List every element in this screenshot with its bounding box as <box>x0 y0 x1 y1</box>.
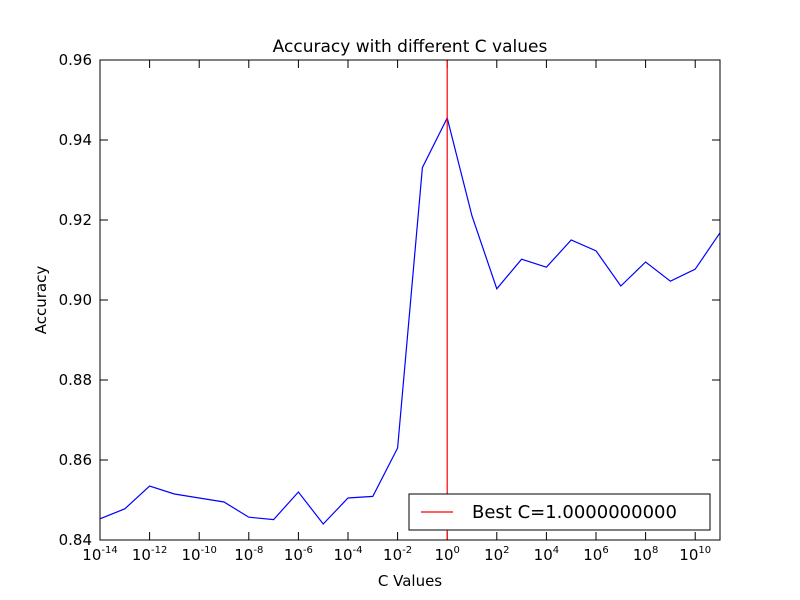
plot-frame <box>99 59 721 541</box>
series-group <box>99 60 721 540</box>
x-tick-label: 102 <box>484 545 509 564</box>
y-tick-label: 0.92 <box>59 211 92 229</box>
x-tick-label: 100 <box>434 545 459 564</box>
x-tick-label: 104 <box>534 545 559 564</box>
legend-box <box>408 493 711 531</box>
y-tick-label: 0.86 <box>59 451 92 469</box>
x-axis-ticks: 10-14 10-12 10-10 10-8 10-6 10-4 10-2 100 102 104… <box>82 60 711 564</box>
y-tick-label: 0.96 <box>59 51 92 69</box>
chart-title: Accuracy with different C values <box>273 37 548 57</box>
legend: Best C=1.0000000000 <box>408 493 711 531</box>
y-tick-label: 0.84 <box>59 531 92 549</box>
y-tick-label: 0.88 <box>59 371 92 389</box>
y-axis-label: Accuracy <box>32 266 50 335</box>
x-tick-label: 10-14 <box>82 545 117 564</box>
x-tick-label: 108 <box>633 545 658 564</box>
x-tick-label: 1010 <box>679 545 711 564</box>
plot-area <box>100 60 720 540</box>
x-tick-label: 10-6 <box>284 545 313 564</box>
x-tick-label: 10-2 <box>383 545 412 564</box>
legend-label-best-c: Best C=1.0000000000 <box>472 502 677 523</box>
x-axis-label: C Values <box>378 572 442 590</box>
series-line-accuracy <box>99 116 721 525</box>
x-tick-label: 106 <box>583 545 608 564</box>
x-tick-label: 10-4 <box>333 545 362 564</box>
x-tick-label: 10-8 <box>234 545 263 564</box>
x-tick-label: 10-12 <box>132 545 167 564</box>
x-tick-label: 10-10 <box>181 545 216 564</box>
y-tick-label: 0.94 <box>59 131 92 149</box>
y-tick-label: 0.90 <box>59 291 92 309</box>
